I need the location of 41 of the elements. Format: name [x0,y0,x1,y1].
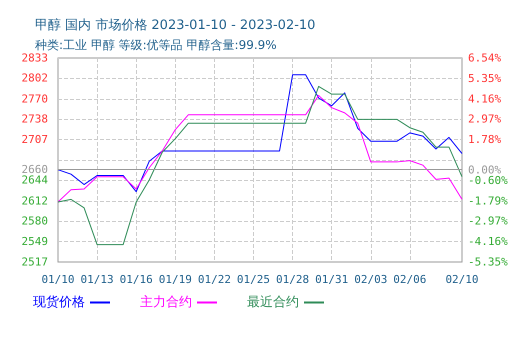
x-tick-label: 01/31 [315,273,348,286]
chart-subtitle: 种类:工业 甲醇 等级:优等品 甲醇含量:99.9% [35,38,277,52]
chart-title: 甲醇 国内 市场价格 2023-01-10 - 2023-02-10 [35,18,316,33]
y-tick-label: 2549 [22,235,48,248]
y-tick-label: 2770 [22,92,48,106]
y-tick-label: 2644 [22,174,48,187]
legend-label: 主力合约 [140,294,192,310]
y-tick-label: 2580 [22,214,48,228]
legend-label: 现货价格 [33,295,85,310]
y-tick-label: 2660 [22,163,48,176]
y2-tick-label: -2.97% [468,214,508,228]
y2-tick-label: 2.97% [468,112,502,126]
x-tick-label: 01/19 [158,273,192,286]
y2-tick-label: 1.78% [468,133,502,146]
y2-tick-label: -5.35% [468,256,508,268]
x-tick-label: 01/25 [236,273,270,286]
y2-tick-label: -1.79% [468,194,508,208]
x-tick-label: 01/10 [41,273,75,286]
y2-tick-label: -4.16% [468,235,508,248]
y-tick-label: 2802 [22,72,48,85]
x-tick-label: 01/28 [276,273,310,286]
y-tick-label: 2517 [22,256,48,268]
x-tick-label: 02/06 [393,273,426,286]
y2-tick-label: -0.60% [468,174,508,188]
x-tick-label: 02/03 [354,273,388,286]
y-tick-label: 2833 [22,52,48,64]
y2-tick-label: 5.35% [468,72,502,85]
y-tick-label: 2738 [22,112,48,126]
y-tick-label: 2612 [22,194,48,208]
y-tick-label: 2707 [22,133,48,146]
line-series [58,94,462,202]
x-tick-label: 02/10 [445,273,479,286]
y2-tick-label: 0.00% [468,164,502,177]
x-tick-label: 01/13 [80,273,114,286]
x-tick-label: 01/16 [120,273,153,286]
x-tick-label: 01/22 [198,273,231,286]
y2-tick-label: 4.16% [468,92,502,106]
y2-tick-label: 6.54% [468,52,502,64]
line-series [58,86,462,246]
legend-label: 最近合约 [247,295,299,310]
line-series [58,74,462,192]
